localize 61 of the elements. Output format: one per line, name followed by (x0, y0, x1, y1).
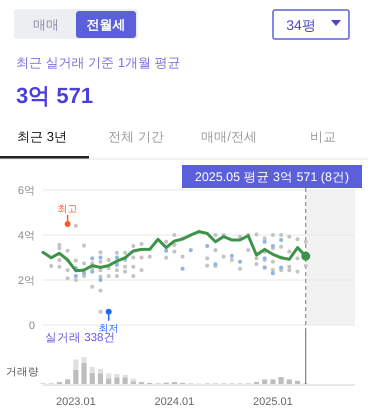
point (64, 220, 71, 227)
point (301, 252, 310, 261)
text: 3억 571 (16, 83, 94, 108)
point (180, 266, 185, 271)
point (74, 274, 78, 278)
y-tick-label: 0 (28, 320, 35, 332)
point (114, 256, 119, 260)
x-tick-label: 2023.01 (56, 396, 96, 408)
text: 전월세 (86, 17, 126, 32)
point (262, 240, 267, 244)
x-tick-label: 2024.01 (154, 396, 194, 408)
text: 매매 (33, 17, 59, 32)
text: 실거래 338건 (45, 332, 116, 344)
point (270, 271, 275, 276)
y-axis-title: 거래량 (6, 366, 39, 378)
point (90, 256, 94, 260)
text: 매매/전세 (201, 129, 257, 144)
bar (90, 372, 95, 384)
bar (65, 379, 70, 384)
bar (262, 379, 268, 384)
point (82, 271, 86, 276)
point (106, 308, 112, 315)
bar (270, 379, 276, 384)
bar (106, 378, 112, 384)
point (205, 244, 210, 248)
point (279, 238, 284, 242)
bar (130, 378, 136, 382)
ref-line-label: 2025.05 평균 3억 571 (8건) (194, 170, 350, 184)
text: 전체 기간 (108, 129, 164, 144)
point (98, 256, 102, 260)
bar (106, 373, 112, 379)
bar (130, 381, 136, 384)
bar (294, 380, 300, 384)
y-tick-label: 2억 (18, 275, 35, 287)
bar (81, 357, 87, 363)
bar (122, 378, 128, 384)
bar (98, 368, 104, 374)
point (230, 254, 234, 258)
bar (90, 366, 95, 373)
bar (114, 374, 120, 378)
text: 34평 (286, 17, 316, 33)
x-tick-label: 2025.01 (253, 396, 293, 408)
bar (81, 362, 87, 384)
bar (278, 376, 284, 384)
point (98, 278, 102, 282)
bar (73, 370, 78, 384)
point (90, 270, 94, 274)
bar (286, 379, 292, 384)
point (238, 260, 242, 264)
point (188, 248, 193, 252)
annotation: 최고 (58, 204, 78, 215)
text: 최근 3년 (17, 129, 67, 144)
y-tick-label: 6억 (18, 185, 35, 197)
point (279, 266, 284, 270)
point (164, 248, 168, 253)
text: 비교 (310, 129, 336, 144)
bar (98, 373, 104, 384)
bar (73, 359, 78, 370)
text: 최근 실거래 기준 1개월 평균 (16, 55, 181, 70)
bar (114, 378, 120, 384)
y-tick-label: 4억 (18, 230, 35, 242)
